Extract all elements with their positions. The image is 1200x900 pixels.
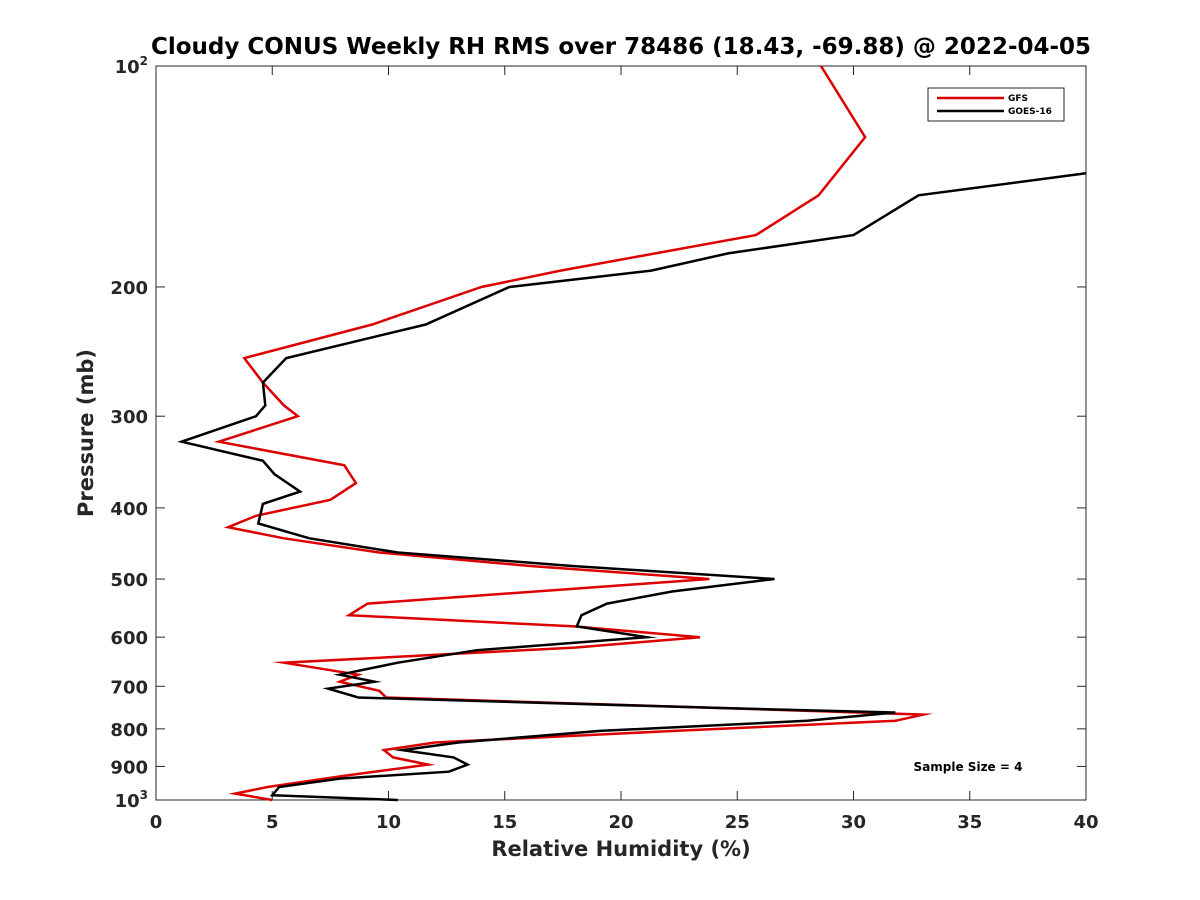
- y-tick-label-exponent: 2: [140, 54, 148, 68]
- x-axis-label: Relative Humidity (%): [491, 837, 750, 861]
- x-tick-label: 15: [492, 812, 517, 833]
- y-tick-label: 103: [115, 788, 148, 812]
- x-tick-label: 40: [1073, 812, 1098, 833]
- legend-label-goes16: GOES-16: [1008, 107, 1052, 117]
- legend-label-gfs: GFS: [1008, 94, 1028, 104]
- y-axis-label: Pressure (mb): [74, 349, 98, 517]
- series-layer: [177, 65, 1087, 802]
- y-tick-label-base: 10: [115, 791, 140, 812]
- sample-size-annotation: Sample Size = 4: [914, 760, 1023, 774]
- y-tick-label: 300: [110, 407, 148, 428]
- x-tick-label: 35: [957, 812, 982, 833]
- y-tick-label: 400: [110, 499, 148, 520]
- y-tick-label: 900: [110, 757, 148, 778]
- chart-title: Cloudy CONUS Weekly RH RMS over 78486 (1…: [151, 34, 1091, 60]
- x-tick-label: 0: [150, 812, 163, 833]
- legend-box: [927, 87, 1065, 122]
- y-tick-label-exponent: 3: [140, 788, 148, 802]
- y-tick-label: 102: [115, 54, 148, 78]
- y-tick-label: 200: [110, 278, 148, 299]
- x-axis-ticks: 0 5 10 15 20 25 30 35 40: [150, 66, 1099, 833]
- plot-box: [155, 65, 1087, 801]
- x-tick-label: 20: [608, 812, 633, 833]
- x-tick-label: 10: [376, 812, 401, 833]
- x-tick-label: 25: [725, 812, 750, 833]
- y-tick-label: 500: [110, 570, 148, 591]
- y-tick-label: 700: [110, 677, 148, 698]
- legend: GFS GOES-16: [927, 87, 1065, 122]
- series-line-gfs: [213, 65, 934, 802]
- x-tick-label: 5: [266, 812, 279, 833]
- y-tick-label-base: 10: [115, 57, 140, 78]
- y-tick-label: 600: [110, 628, 148, 649]
- series-line-goes16: [177, 172, 1087, 802]
- x-tick-label: 30: [841, 812, 866, 833]
- y-tick-label: 800: [110, 720, 148, 741]
